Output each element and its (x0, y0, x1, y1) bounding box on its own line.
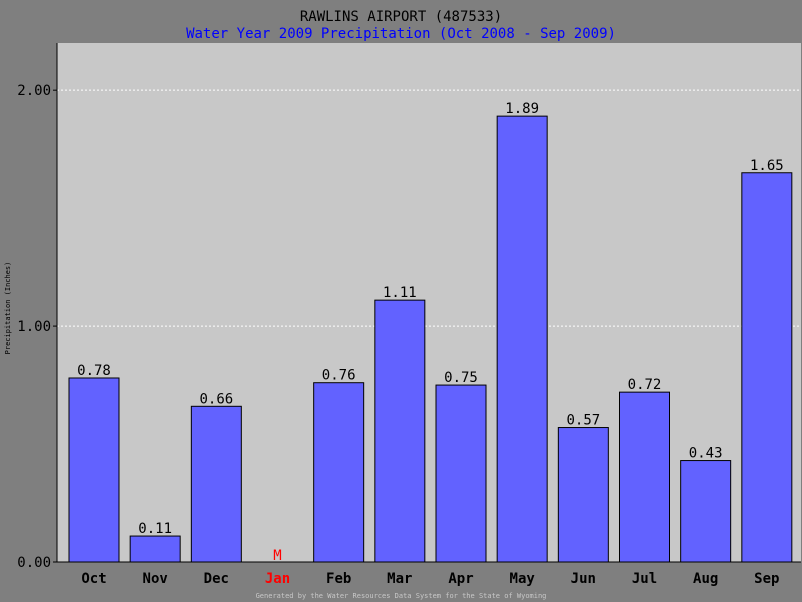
value-label-feb: 0.76 (322, 368, 356, 384)
plot-area (57, 43, 801, 562)
bar-aug (680, 460, 732, 563)
value-label-nov: 0.11 (138, 521, 172, 537)
value-label-sep: 1.65 (750, 158, 784, 174)
bar-sep (741, 172, 793, 563)
y-tick-label-1: 1.00 (17, 319, 51, 335)
y-tick-label-0: 0.00 (17, 555, 51, 571)
value-label-jan: M (273, 548, 281, 564)
chart-title: RAWLINS AIRPORT (487533) (300, 9, 502, 25)
bar-dec (190, 405, 242, 563)
x-tick-label-mar: Mar (387, 571, 412, 587)
bar-oct (68, 377, 120, 563)
value-label-dec: 0.66 (199, 391, 233, 407)
bar-jul (619, 391, 670, 563)
x-tick-label-may: May (510, 571, 536, 587)
bar-layer (68, 115, 793, 563)
bar-mar (374, 299, 426, 563)
footer-credit: Generated by the Water Resources Data Sy… (256, 592, 547, 600)
x-tick-label-nov: Nov (143, 571, 168, 587)
x-tick-label-sep: Sep (754, 571, 779, 587)
bar-feb (313, 382, 365, 563)
bar-may (496, 115, 548, 563)
x-tick-label-jan: Jan (265, 571, 290, 587)
chart-subtitle: Water Year 2009 Precipitation (Oct 2008 … (186, 26, 616, 42)
value-label-oct: 0.78 (77, 363, 111, 379)
bar-nov (129, 535, 181, 563)
label-layer: 0.00 1.00 2.00 0.78 Oct 0.11 Nov 0.66 Dec M Jan 0.7… (17, 83, 783, 587)
grid-layer (57, 89, 801, 327)
bar-jun (557, 427, 609, 563)
value-label-mar: 1.11 (383, 285, 417, 301)
bar-apr (435, 384, 487, 563)
value-label-jul: 0.72 (628, 377, 662, 393)
x-tick-label-jun: Jun (571, 571, 596, 587)
x-tick-label-aug: Aug (693, 571, 718, 587)
x-tick-label-oct: Oct (81, 571, 106, 587)
value-label-jun: 0.57 (566, 413, 600, 429)
x-tick-label-apr: Apr (448, 571, 473, 587)
value-label-apr: 0.75 (444, 370, 478, 386)
y-axis-label: Precipitation (Inches) (4, 262, 12, 355)
y-tick-label-2: 2.00 (17, 83, 51, 99)
x-tick-label-feb: Feb (326, 571, 351, 587)
value-label-may: 1.89 (505, 101, 539, 117)
x-tick-label-jul: Jul (632, 571, 657, 587)
x-tick-label-dec: Dec (204, 571, 229, 587)
value-label-aug: 0.43 (689, 446, 723, 462)
